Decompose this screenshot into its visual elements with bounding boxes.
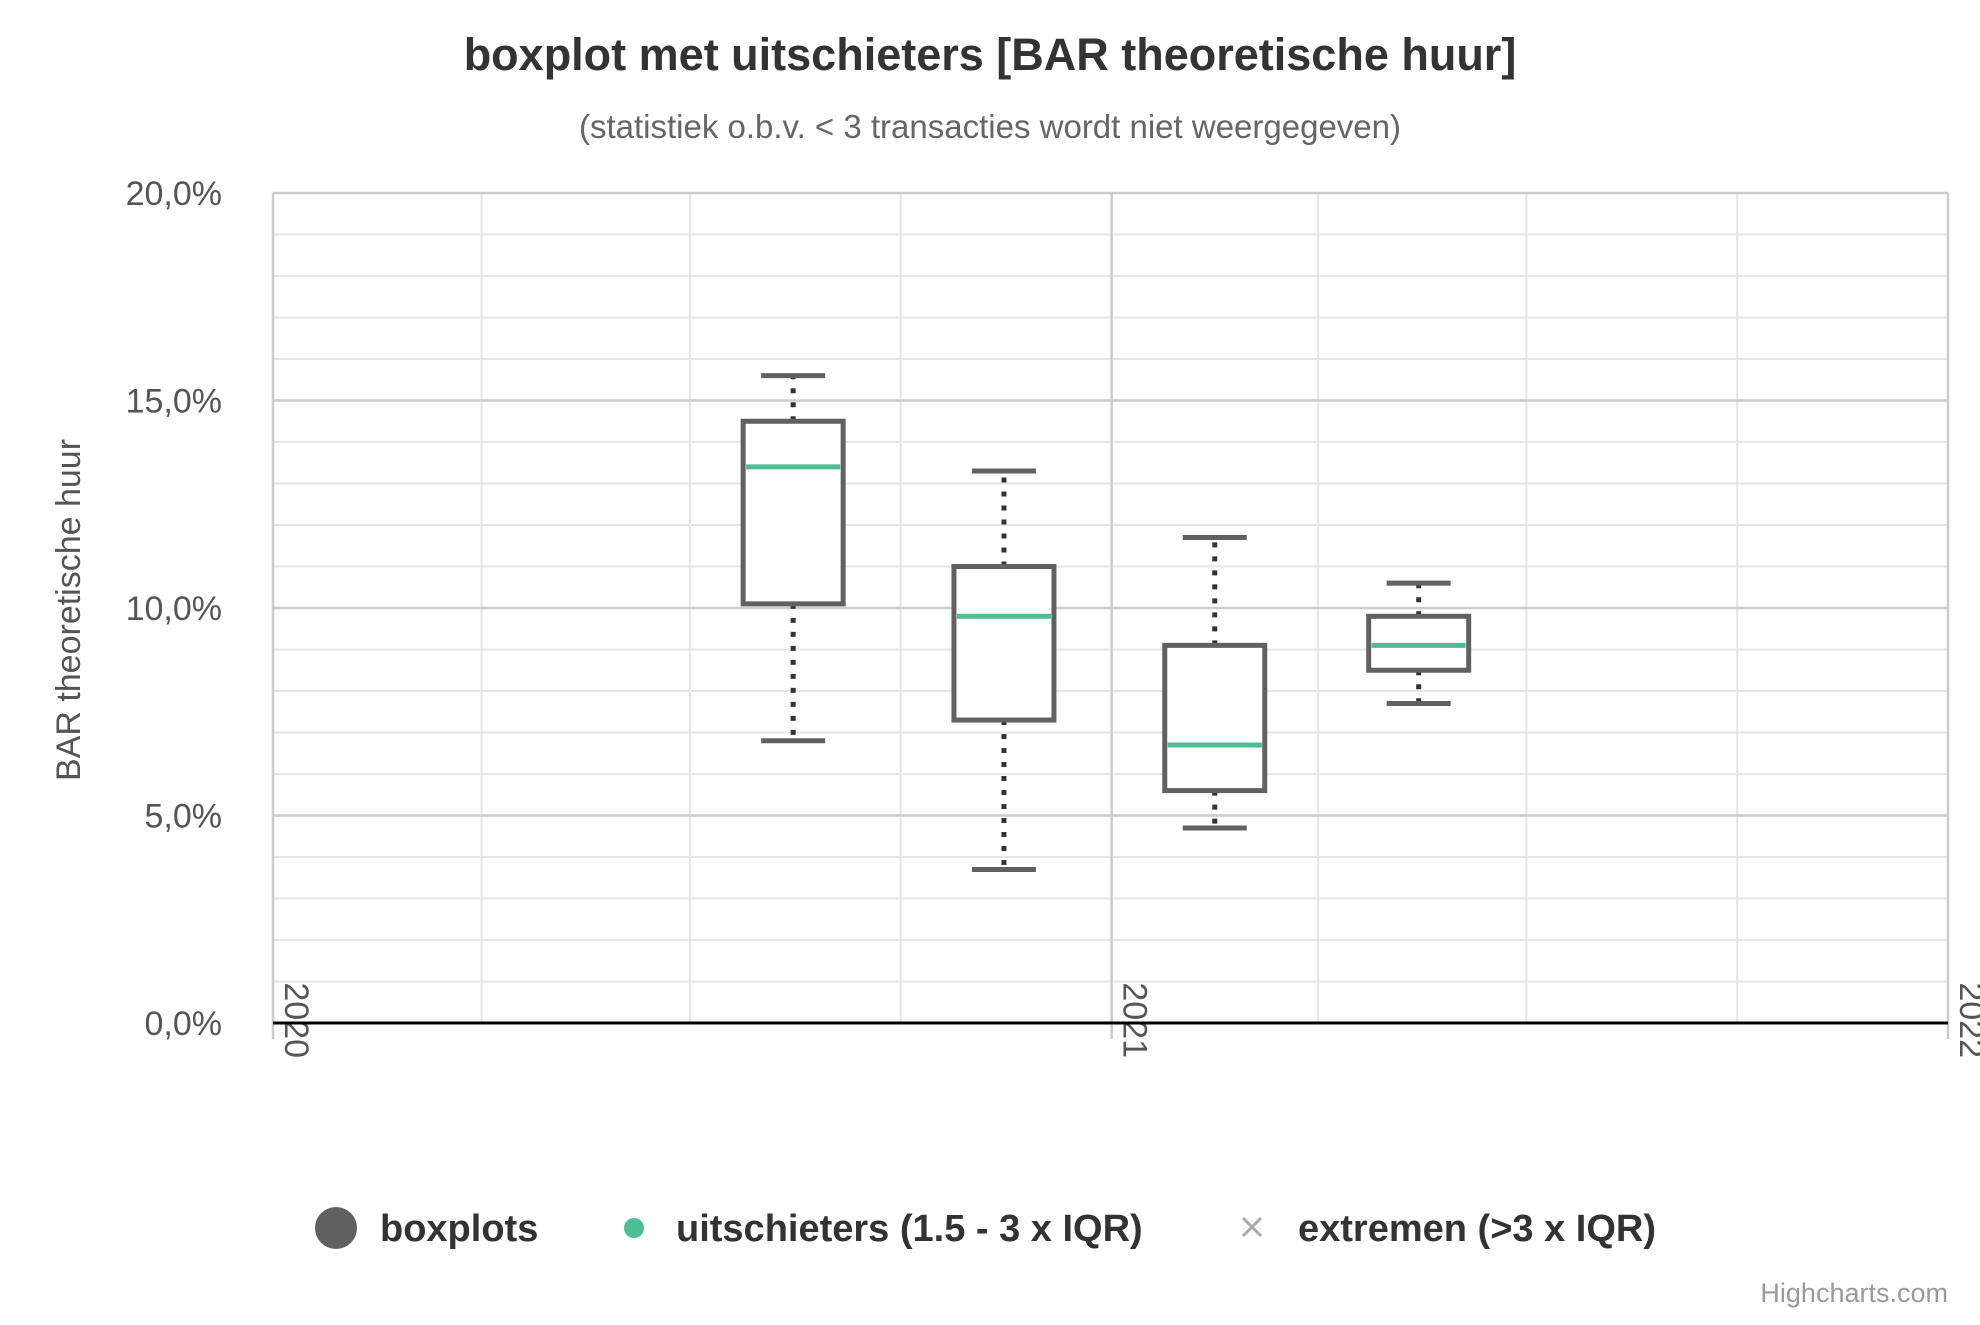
box-1 bbox=[740, 373, 846, 744]
y-tick-label: 20,0% bbox=[126, 175, 222, 213]
chart-subtitle: (statistiek o.b.v. < 3 transacties wordt… bbox=[579, 108, 1401, 145]
y-tick-label: 10,0% bbox=[126, 590, 222, 628]
legend-symbol-uitschieters bbox=[624, 1218, 644, 1238]
x-tick-label: 2020 bbox=[277, 982, 315, 1058]
legend-item-boxplots[interactable]: boxplots bbox=[315, 1207, 538, 1250]
legend: boxplots uitschieters (1.5 - 3 x IQR) ex… bbox=[315, 1207, 1656, 1250]
box-3 bbox=[1162, 534, 1268, 831]
box-iqr bbox=[740, 418, 846, 607]
box-iqr bbox=[951, 564, 1057, 723]
axes: 0,0% 5,0% 10,0% 15,0% 20,0% 2020 2021 2022 bbox=[126, 175, 1980, 1058]
legend-item-extremen[interactable]: extremen (>3 x IQR) bbox=[1241, 1208, 1656, 1250]
legend-item-uitschieters[interactable]: uitschieters (1.5 - 3 x IQR) bbox=[624, 1208, 1143, 1250]
x-tick-label: 2021 bbox=[1116, 982, 1154, 1058]
legend-label-boxplots: boxplots bbox=[380, 1208, 538, 1250]
legend-label-uitschieters: uitschieters (1.5 - 3 x IQR) bbox=[676, 1208, 1143, 1250]
y-tick-label: 15,0% bbox=[126, 383, 222, 421]
chart-title: boxplot met uitschieters [BAR theoretisc… bbox=[464, 29, 1517, 80]
legend-symbol-extremen bbox=[1241, 1216, 1263, 1238]
y-tick-label: 0,0% bbox=[145, 1005, 223, 1043]
credits-link[interactable]: Highcharts.com bbox=[1760, 1278, 1948, 1308]
x-tick-label: 2022 bbox=[1952, 982, 1980, 1058]
box-4 bbox=[1366, 580, 1472, 706]
legend-symbol-boxplots bbox=[315, 1207, 357, 1249]
boxplot-series bbox=[740, 373, 1472, 872]
grid bbox=[271, 191, 1950, 1023]
y-axis-title: BAR theoretische huur bbox=[50, 439, 88, 781]
y-tick-label: 5,0% bbox=[145, 798, 223, 836]
box-iqr bbox=[1162, 642, 1268, 794]
legend-label-extremen: extremen (>3 x IQR) bbox=[1298, 1208, 1656, 1250]
box-2 bbox=[951, 468, 1057, 872]
